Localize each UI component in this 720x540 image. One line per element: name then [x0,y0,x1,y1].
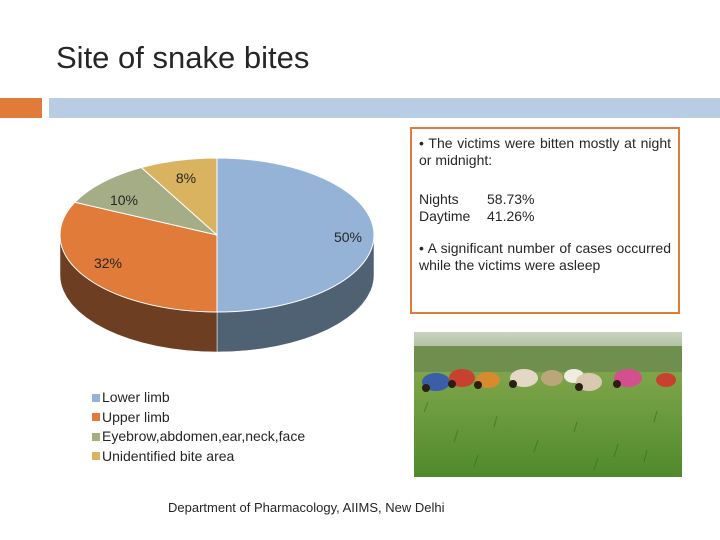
pie-label-0: 50% [334,229,362,245]
pie-label-1: 32% [94,255,122,271]
legend-entry-3: Unidentified bite area [92,447,305,467]
slide-title: Site of snake bites [56,40,310,75]
legend-label: Eyebrow,abdomen,ear,neck,face [102,428,306,444]
legend-label: Unidentified bite area [102,447,235,464]
pie-slice-1 [59,201,218,313]
stat-label: Daytime [419,208,471,224]
accent-bar-blue [49,98,720,118]
legend-swatch [92,452,100,461]
stat-label: Nights [419,191,459,207]
notes-box: • The victims were bitten mostly at nigh… [410,127,680,314]
pie-slice-3 [140,157,218,237]
note-asleep: • A significant number of cases occurred… [419,240,671,273]
stat-value: 58.73% [487,191,535,207]
legend-label: Upper limb [102,408,170,425]
pie-label-2: 10% [110,192,138,208]
legend-entry-0: Lower limb [92,388,305,408]
legend-entry-2: Eyebrow,abdomen,ear,neck,face [92,427,305,447]
footer-text: Department of Pharmacology, AIIMS, New D… [168,500,445,515]
accent-bar-orange [0,98,42,118]
pie-label-3: 8% [176,170,196,186]
note-night-bites: • The victims were bitten mostly at nigh… [419,135,671,168]
field-workers-photo [414,332,682,477]
pie-slice-0 [216,157,375,313]
legend-entry-1: Upper limb [92,408,305,428]
legend-swatch [92,413,100,422]
stat-row-nights: Nights 58.73% [419,191,671,208]
legend-swatch [92,393,100,402]
stat-value: 41.26% [487,208,535,224]
pie-slice-2 [73,166,218,236]
stat-row-daytime: Daytime 41.26% [419,208,671,225]
legend-label: Lower limb [102,389,170,405]
chart-legend: Lower limb Upper limb Eyebrow,abdomen,ear,… [92,388,305,466]
legend-swatch [92,432,100,441]
